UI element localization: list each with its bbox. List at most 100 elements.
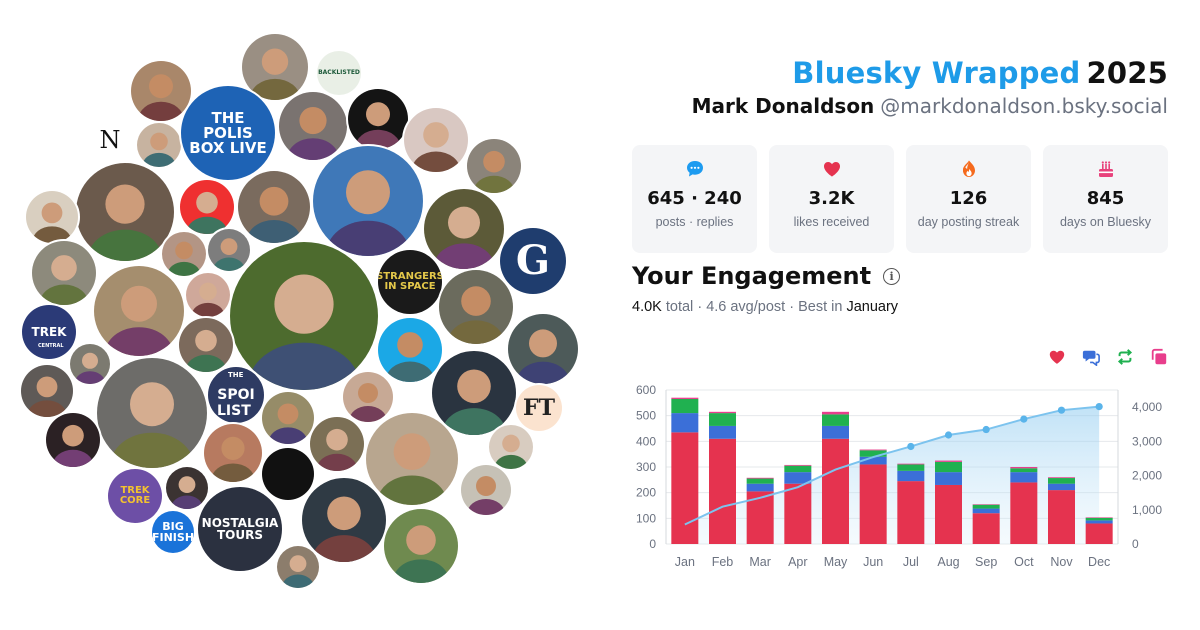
avatar[interactable] bbox=[70, 344, 110, 384]
stat-value: 126 bbox=[949, 188, 988, 209]
avatar[interactable] bbox=[262, 392, 314, 444]
avatar[interactable] bbox=[439, 270, 513, 344]
avatar[interactable] bbox=[302, 478, 386, 562]
heart-icon bbox=[769, 159, 894, 179]
avatar[interactable] bbox=[384, 509, 458, 583]
avatar[interactable] bbox=[26, 191, 78, 243]
avatar-logo[interactable]: NOSTALGIA TOURS bbox=[198, 487, 282, 571]
avatar-logo-text: TREK bbox=[31, 325, 67, 339]
avatar[interactable] bbox=[131, 61, 191, 121]
avatar[interactable] bbox=[32, 241, 96, 305]
heart-icon[interactable] bbox=[1048, 348, 1066, 366]
bar-segment-likes bbox=[709, 438, 736, 544]
avatar-logo[interactable]: BIG FINISH bbox=[152, 511, 194, 553]
avatar-logo[interactable]: TREK bbox=[22, 305, 76, 359]
x-tick-label: Jun bbox=[863, 555, 883, 569]
stat-label: days on Bluesky bbox=[1059, 215, 1152, 229]
avatar[interactable] bbox=[404, 108, 468, 172]
bar-segment-replies bbox=[859, 456, 887, 465]
avatar[interactable] bbox=[313, 146, 423, 256]
avatar-logo[interactable]: STRANGERS IN SPACE bbox=[378, 250, 442, 314]
avatar[interactable] bbox=[230, 242, 378, 390]
bar-segment-quotes bbox=[935, 460, 962, 462]
bar-segment-quotes bbox=[859, 449, 887, 451]
user-line: Mark Donaldson @markdonaldson.bsky.social bbox=[632, 94, 1168, 118]
avatar[interactable] bbox=[279, 92, 347, 160]
stat-value: 3.2K bbox=[808, 188, 855, 209]
quote-icon[interactable] bbox=[1150, 348, 1168, 366]
avatar-photo bbox=[210, 436, 256, 482]
avatar[interactable] bbox=[242, 34, 308, 100]
info-icon[interactable]: i bbox=[883, 267, 901, 285]
avatar-logo[interactable]: BACKLISTED bbox=[317, 51, 361, 95]
user-handle[interactable]: @markdonaldson.bsky.social bbox=[880, 94, 1168, 118]
avatar[interactable] bbox=[166, 467, 208, 509]
display-name[interactable]: Mark Donaldson bbox=[691, 94, 875, 118]
avatar-photo bbox=[104, 285, 174, 356]
avatar[interactable] bbox=[277, 546, 319, 588]
avatar-logo[interactable]: FT bbox=[516, 385, 562, 431]
cake-icon bbox=[1043, 159, 1168, 179]
avatar[interactable] bbox=[467, 139, 521, 193]
avatar[interactable] bbox=[21, 365, 73, 417]
x-tick-label: Jul bbox=[903, 555, 919, 569]
avatar[interactable] bbox=[343, 372, 393, 422]
avatar-logo[interactable]: N bbox=[96, 126, 124, 154]
avatar-logo[interactable]: TREK CORE bbox=[108, 469, 162, 523]
avatar-photo bbox=[246, 186, 302, 243]
x-tick-label: May bbox=[824, 555, 848, 569]
reply-icon[interactable] bbox=[1082, 348, 1100, 366]
bar-segment-likes bbox=[1085, 523, 1113, 544]
repost-icon[interactable] bbox=[1116, 348, 1134, 366]
avatar[interactable] bbox=[179, 318, 233, 372]
avatar[interactable] bbox=[186, 273, 230, 317]
avatar[interactable] bbox=[238, 171, 310, 243]
avatar[interactable] bbox=[204, 424, 262, 482]
x-tick-label: Oct bbox=[1014, 555, 1034, 569]
avatar-logo[interactable]: THE POLIS BOX LIVE bbox=[181, 86, 275, 180]
avatar-photo bbox=[326, 170, 410, 256]
avatar[interactable] bbox=[378, 318, 442, 382]
avatar-photo bbox=[316, 428, 358, 471]
bar-segment-reposts bbox=[784, 465, 812, 473]
y-tick-label-left: 100 bbox=[636, 511, 656, 525]
avatar-photo bbox=[442, 369, 506, 435]
avatar[interactable] bbox=[208, 229, 250, 271]
avatar[interactable] bbox=[508, 314, 578, 384]
engagement-heading: Your Engagement bbox=[632, 262, 872, 290]
avatar[interactable] bbox=[162, 232, 206, 276]
bar-segment-replies bbox=[935, 472, 962, 485]
avatar[interactable] bbox=[489, 425, 533, 469]
bar-segment-reposts bbox=[822, 414, 849, 426]
avatar-cloud: BACKLISTED N THE POLIS BOX LIVE G STRANGERS … bbox=[21, 34, 578, 588]
bar-segment-likes bbox=[935, 484, 962, 544]
avatar[interactable] bbox=[46, 413, 100, 467]
bar-segment-quotes bbox=[746, 477, 774, 479]
avatar[interactable] bbox=[94, 266, 184, 356]
avatar[interactable] bbox=[97, 358, 207, 468]
bar-segment-reposts bbox=[709, 413, 736, 426]
avatar-logo[interactable] bbox=[262, 448, 314, 500]
avatar-photo bbox=[516, 329, 570, 384]
avatar-logo[interactable]: G bbox=[500, 228, 566, 294]
engagement-summary: 4.0K total · 4.6 avg/post · Best in Janu… bbox=[632, 299, 899, 315]
avatar[interactable] bbox=[432, 351, 516, 435]
avatar-logo[interactable]: SPOI bbox=[208, 367, 264, 423]
avatar[interactable] bbox=[366, 413, 458, 505]
avatar[interactable] bbox=[180, 180, 234, 234]
flame-icon bbox=[906, 159, 1031, 179]
avatar[interactable] bbox=[76, 163, 174, 261]
stat-label: posts · replies bbox=[655, 215, 734, 229]
avatar-logo-text: THE POLIS BOX LIVE bbox=[189, 108, 267, 157]
avatar[interactable] bbox=[310, 417, 364, 471]
avatar-photo bbox=[377, 433, 447, 505]
avatar-photo bbox=[287, 106, 339, 160]
avatar[interactable] bbox=[137, 123, 181, 167]
avatar-photo bbox=[312, 496, 376, 562]
avatar[interactable] bbox=[348, 89, 408, 149]
avatar[interactable] bbox=[424, 189, 504, 269]
avatar-logo-text: FT bbox=[523, 395, 555, 421]
avatar[interactable] bbox=[461, 465, 511, 515]
avatar-photo bbox=[32, 202, 72, 243]
engagement-best-month: January bbox=[846, 299, 899, 315]
